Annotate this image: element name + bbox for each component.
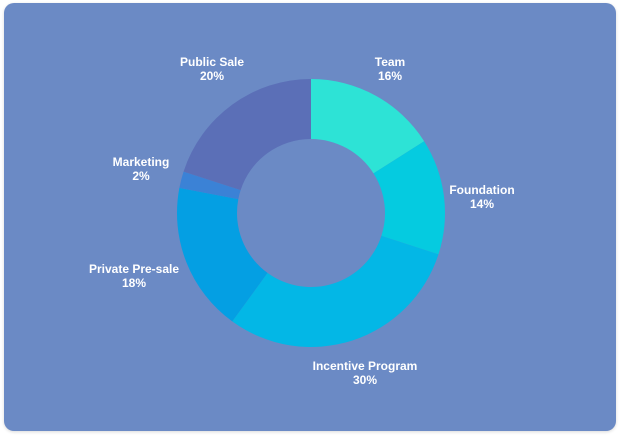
slice-value-private-pre-sale: 18% (122, 276, 146, 290)
slice-marketing (179, 171, 241, 200)
slice-team (311, 79, 425, 174)
chart-card (4, 3, 616, 431)
slice-label-private-pre-sale: Private Pre-sale (89, 262, 179, 276)
slice-label-marketing: Marketing (113, 155, 170, 169)
slice-value-foundation: 14% (470, 197, 494, 211)
slice-label-public-sale: Public Sale (180, 55, 244, 69)
slice-value-team: 16% (378, 69, 402, 83)
slice-foundation (373, 141, 445, 255)
slice-value-public-sale: 20% (200, 69, 224, 83)
slice-label-team: Team (375, 55, 405, 69)
slice-value-incentive-program: 30% (353, 373, 377, 387)
slice-public-sale (183, 79, 311, 191)
slice-label-foundation: Foundation (449, 183, 514, 197)
slice-value-marketing: 2% (132, 169, 150, 183)
slice-private-pre-sale (176, 187, 268, 322)
donut-slices (176, 79, 445, 347)
slice-incentive-program (232, 235, 439, 347)
slice-label-incentive-program: Incentive Program (313, 359, 418, 373)
